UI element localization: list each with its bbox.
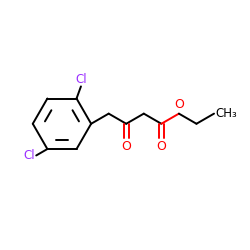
Text: O: O: [174, 98, 184, 111]
Text: Cl: Cl: [24, 149, 35, 162]
Text: Cl: Cl: [75, 73, 87, 86]
Text: CH₃: CH₃: [216, 107, 237, 120]
Text: O: O: [121, 140, 131, 152]
Text: O: O: [156, 140, 166, 152]
